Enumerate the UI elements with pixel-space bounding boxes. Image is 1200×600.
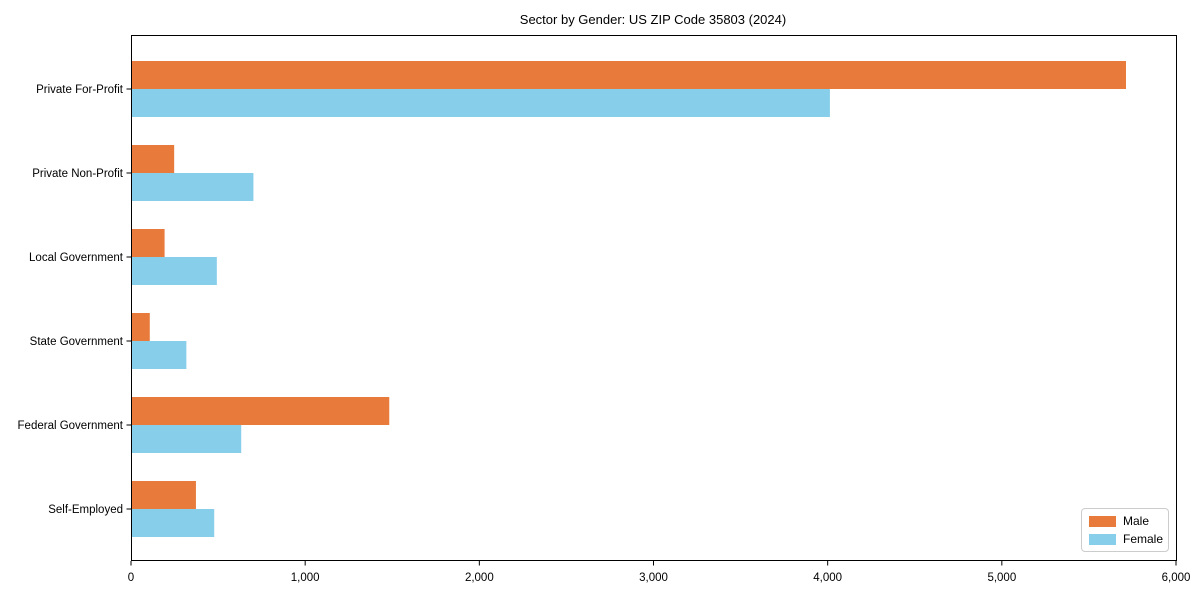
bar-male-state-government <box>131 313 150 341</box>
x-tick-label: 3,000 <box>639 572 668 584</box>
legend-entry-female: Female <box>1089 531 1164 546</box>
x-tick-label: 5,000 <box>987 572 1016 584</box>
bar-male-private-non-profit <box>131 145 175 173</box>
bars-layer <box>131 61 1126 537</box>
y-tick-label-federal-government: Federal Government <box>18 420 124 432</box>
y-tick-label-local-government: Local Government <box>29 252 124 264</box>
legend: Male Female <box>1081 508 1169 552</box>
y-tick-label-self-employed: Self-Employed <box>48 504 123 516</box>
legend-label-male: Male <box>1123 513 1150 528</box>
y-tick-label-private-for-profit: Private For-Profit <box>36 84 124 96</box>
bar-female-private-for-profit <box>131 89 830 117</box>
plot-frame <box>131 35 1177 561</box>
y-tick-label-private-non-profit: Private Non-Profit <box>32 168 124 180</box>
female-color-swatch <box>1089 533 1116 545</box>
x-tick-label: 2,000 <box>465 572 494 584</box>
male-color-swatch <box>1089 515 1116 527</box>
bar-male-self-employed <box>131 481 196 509</box>
x-tick-label: 1,000 <box>291 572 320 584</box>
y-tick-label-state-government: State Government <box>30 336 124 348</box>
bar-female-local-government <box>131 257 217 285</box>
x-tick-label: 6,000 <box>1162 572 1191 584</box>
bar-female-federal-government <box>131 425 242 453</box>
chart-title: Sector by Gender: US ZIP Code 35803 (202… <box>520 12 786 27</box>
bar-male-federal-government <box>131 397 390 425</box>
bar-male-local-government <box>131 229 165 257</box>
bar-female-self-employed <box>131 509 215 537</box>
bar-male-private-for-profit <box>131 61 1126 89</box>
legend-label-female: Female <box>1123 531 1164 546</box>
bar-female-state-government <box>131 341 187 369</box>
bar-female-private-non-profit <box>131 173 254 201</box>
axes-layer: 0 1,000 2,000 3,000 4,000 5,000 6,000 Private F… <box>18 35 1191 584</box>
legend-entry-male: Male <box>1089 513 1161 528</box>
x-tick-label: 0 <box>128 572 134 584</box>
x-tick-label: 4,000 <box>813 572 842 584</box>
